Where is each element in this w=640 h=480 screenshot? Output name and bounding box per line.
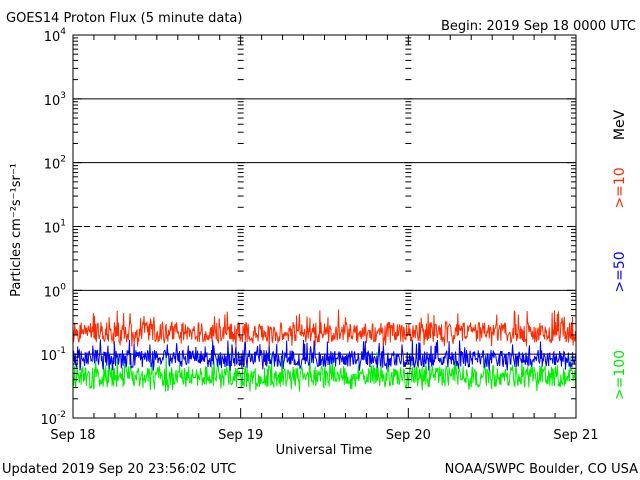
y-tick-label-6: 10-2 xyxy=(40,410,66,428)
y-axis-label: Particles cm⁻²s⁻¹sr⁻¹ xyxy=(9,163,24,297)
y-tick-exponent: 0 xyxy=(60,282,66,292)
y-tick-base: 10 xyxy=(44,94,61,109)
y-tick-base: 10 xyxy=(40,413,57,428)
legend-ge10: >=10 xyxy=(612,167,628,208)
x-tick-label-0: Sep 18 xyxy=(50,428,95,443)
unit-label: MeV xyxy=(612,109,628,140)
x-tick-label-1: Sep 19 xyxy=(218,428,263,443)
y-tick-label-0: 104 xyxy=(44,27,67,45)
source-credit: NOAA/SWPC Boulder, CO USA xyxy=(445,462,638,477)
y-tick-label-2: 102 xyxy=(44,155,66,173)
y-tick-base: 10 xyxy=(44,30,61,45)
x-axis-label: Universal Time xyxy=(276,443,373,458)
axis-ticks xyxy=(72,35,577,419)
y-tick-exponent: 4 xyxy=(60,27,66,37)
y-tick-base: 10 xyxy=(44,222,61,237)
y-tick-exponent: -2 xyxy=(57,410,66,420)
y-tick-exponent: 2 xyxy=(60,155,66,165)
begin-label: Begin: 2019 Sep 18 0000 UTC xyxy=(441,19,636,34)
y-tick-exponent: -1 xyxy=(57,346,66,356)
y-tick-label-5: 10-1 xyxy=(40,346,66,364)
updated-timestamp: Updated 2019 Sep 20 23:56:02 UTC xyxy=(2,462,236,477)
y-tick-base: 10 xyxy=(40,349,57,364)
chart-title: GOES14 Proton Flux (5 minute data) xyxy=(6,11,242,26)
legend-ge50: >=50 xyxy=(612,251,628,292)
y-tick-base: 10 xyxy=(44,158,61,173)
series-line-1 xyxy=(72,339,577,371)
y-tick-label-1: 103 xyxy=(44,91,66,109)
y-tick-exponent: 1 xyxy=(60,219,66,229)
series-line-0 xyxy=(72,309,577,347)
y-tick-base: 10 xyxy=(44,285,61,300)
grid-lines xyxy=(73,98,576,355)
legend-ge100: >=100 xyxy=(612,350,628,400)
x-tick-label-2: Sep 20 xyxy=(386,428,431,443)
y-tick-exponent: 3 xyxy=(60,91,66,101)
series-layer xyxy=(72,309,577,392)
series-line-2 xyxy=(72,351,577,392)
y-tick-label-4: 100 xyxy=(44,282,67,300)
x-tick-labels: Sep 18 Sep 19 Sep 20 Sep 21 xyxy=(50,428,598,443)
x-tick-label-3: Sep 21 xyxy=(553,428,598,443)
y-tick-label-3: 101 xyxy=(44,219,66,237)
